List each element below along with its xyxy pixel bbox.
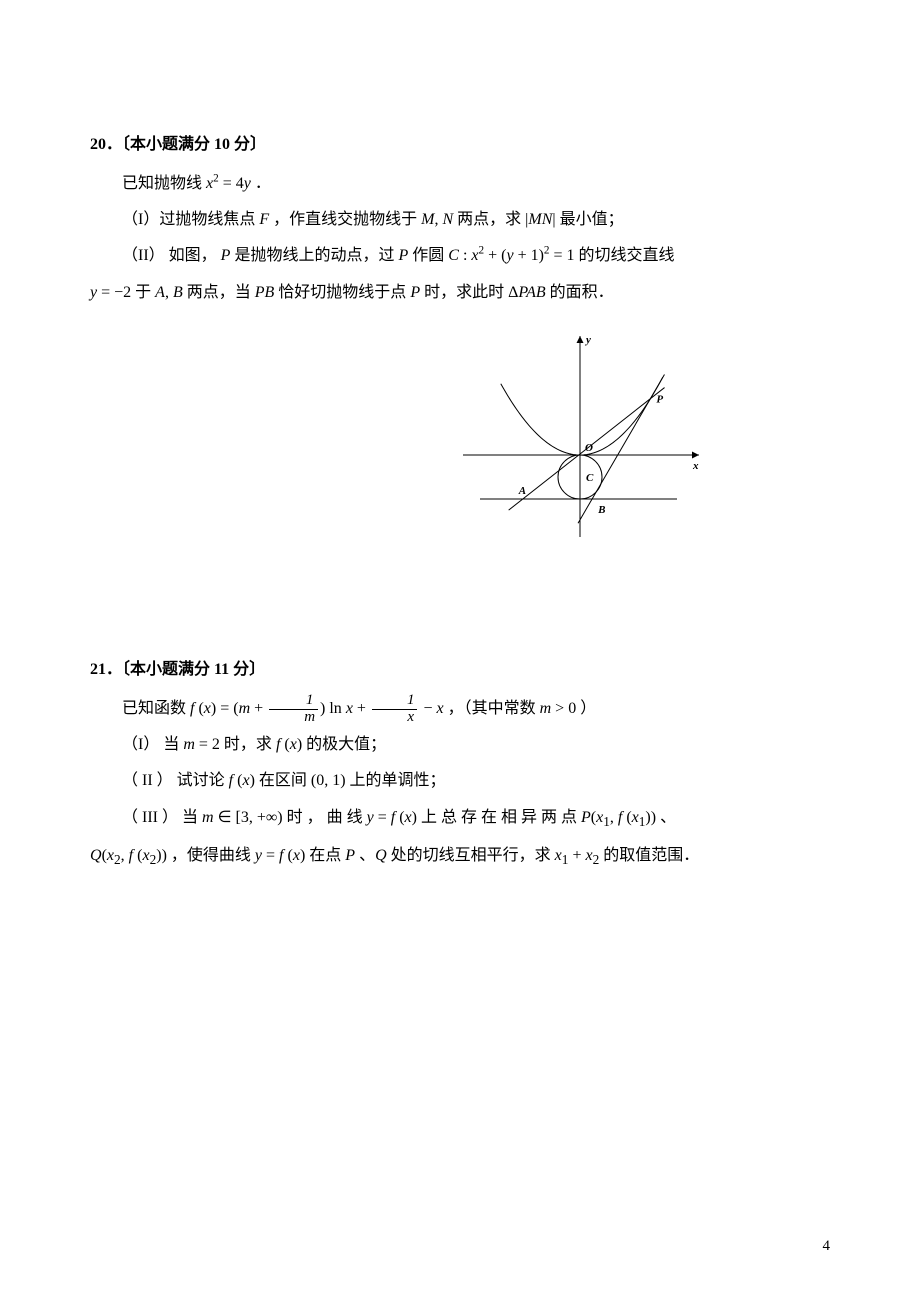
svg-text:P: P [656,394,663,406]
problem-21-part3-line2: Q(x2, f (x2)) ，使得曲线 y = f (x) 在点 P 、Q 处的… [90,838,830,876]
parabola-figure: y x O P A B C [455,330,705,545]
svg-text:x: x [692,460,699,472]
svg-text:C: C [586,472,594,484]
page-number: 4 [823,1232,831,1261]
problem-21-part3-line1: （ III ） 当 m ∈ [3, +∞) 时 ， 曲 线 y = f (x) … [90,800,830,838]
problem-20-part1: （I）过抛物线焦点 F ，作直线交抛物线于 M, N 两点，求 |MN| 最小值… [90,202,830,239]
problem-20-number: 20 [90,136,106,153]
svg-text:y: y [584,334,591,346]
problem-20-given: 已知抛物线 x2 = 4y ． [90,166,830,201]
problem-21-header: 21．〔本小题满分 11 分〕 [90,655,830,685]
problem-20: 20．〔本小题满分 10 分〕 已知抛物线 x2 = 4y ． （I）过抛物线焦… [90,130,830,312]
problem-20-part2-line1: （II） 如图， P 是抛物线上的动点，过 P 作圆 C : x2 + (y +… [90,238,830,275]
problem-21-header-suffix: ．〔本小题满分 11 分〕 [106,661,265,678]
problem-20-part2-line2: y = −2 于 A, B 两点，当 PB 恰好切抛物线于点 P 时，求此时 Δ… [90,275,830,312]
problem-21-number: 21 [90,661,106,678]
svg-text:A: A [518,485,526,497]
problem-20-header-suffix: ．〔本小题满分 10 分〕 [106,136,266,153]
svg-text:B: B [597,504,605,516]
problem-21-given: 已知函数 f (x) = (m + 1m) ln x + 1x − x ，（其中… [90,691,830,726]
figure-container: y x O P A B C [330,330,830,545]
problem-21-part1: （I） 当 m = 2 时，求 f (x) 的极大值； [90,727,830,764]
problem-20-header: 20．〔本小题满分 10 分〕 [90,130,830,160]
problem-21: 21．〔本小题满分 11 分〕 已知函数 f (x) = (m + 1m) ln… [90,655,830,876]
problem-21-given-prefix: 已知函数 [122,700,190,717]
problem-21-given-formula: f (x) = (m + 1m) ln x + 1x − x ，（其中常数 m … [190,700,596,717]
problem-21-part2: （ II ） 试讨论 f (x) 在区间 (0, 1) 上的单调性； [90,763,830,800]
problem-20-given-formula: x2 = 4y ． [206,175,271,192]
problem-20-given-prefix: 已知抛物线 [122,175,206,192]
svg-text:O: O [585,442,593,454]
spacer [90,565,830,655]
